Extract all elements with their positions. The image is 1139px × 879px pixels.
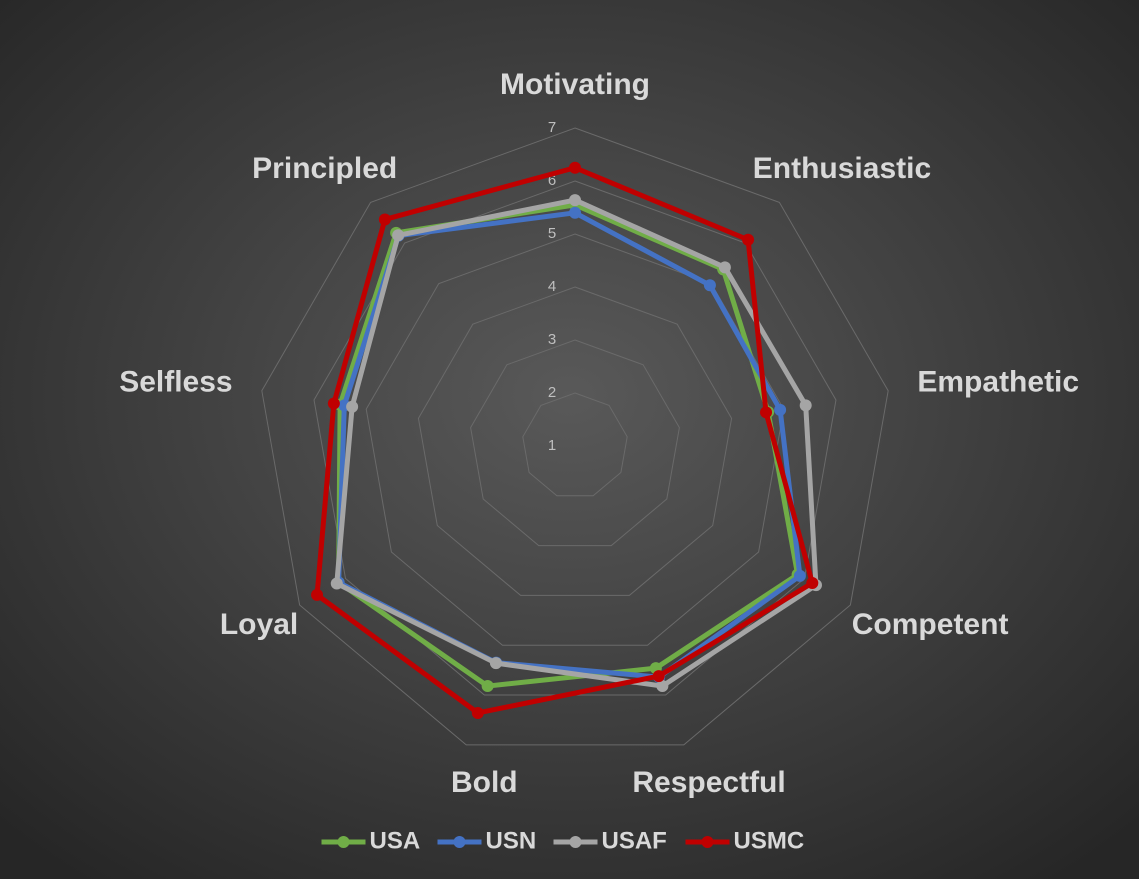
grid-ring [522,392,628,497]
point [569,161,581,174]
grid: 1 2 3 4 5 6 7 Motivating Enthusiastic Empathetic C… [119,68,1079,799]
legend-label: USAF [602,827,667,854]
category-label: Enthusiastic [753,152,931,185]
legend-marker [337,836,350,848]
point [774,403,787,416]
point [569,206,581,219]
r-tick-label: 3 [548,331,556,348]
category-label: Competent [852,608,1009,641]
category-label: Principled [252,152,397,185]
plot [311,161,822,719]
point [471,706,484,719]
category-label: Bold [451,766,518,799]
point [330,577,343,590]
category-label: Respectful [632,766,785,799]
category-label: Selfless [119,365,232,398]
grid-ring [261,127,889,746]
legend-label: USMC [734,827,805,854]
r-tick-label: 1 [548,437,556,454]
grid-ring [417,286,733,596]
r-tick-label: 7 [548,119,556,136]
legend-marker [453,836,466,848]
legend-marker [701,836,714,848]
category-label: Empathetic [917,365,1079,398]
point [806,577,819,590]
legend-label: USA [370,827,421,854]
point [703,279,716,292]
point [489,657,502,670]
point [327,397,340,410]
point [569,194,581,207]
series-line [334,197,819,689]
legend-label: USN [486,827,537,854]
point [760,406,773,419]
point [378,213,391,226]
point [346,400,359,413]
legend: USA USN USAF USMC [321,827,805,854]
legend-marker [569,836,582,848]
point [656,680,669,693]
point [793,569,806,582]
r-tick-label: 5 [548,225,556,242]
category-label: Motivating [500,68,650,101]
series-line [336,210,803,680]
point [652,670,665,683]
point [799,399,812,412]
series-line [314,165,815,716]
point [481,680,494,693]
point [392,229,405,242]
series-line [336,202,801,689]
category-label: Loyal [220,608,298,641]
r-tick-label: 2 [548,384,556,401]
point [311,588,324,601]
r-tick-label: 4 [548,278,556,295]
r-tick-label: 6 [548,172,556,189]
point [742,233,755,246]
grid-ring [470,339,680,547]
point [718,261,731,274]
